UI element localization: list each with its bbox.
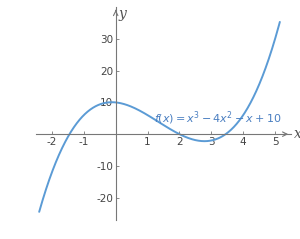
Text: x: x [294,127,300,141]
Text: $f(x) = x^3 - 4x^2 - x + 10$: $f(x) = x^3 - 4x^2 - x + 10$ [154,109,281,127]
Text: y: y [119,7,127,21]
